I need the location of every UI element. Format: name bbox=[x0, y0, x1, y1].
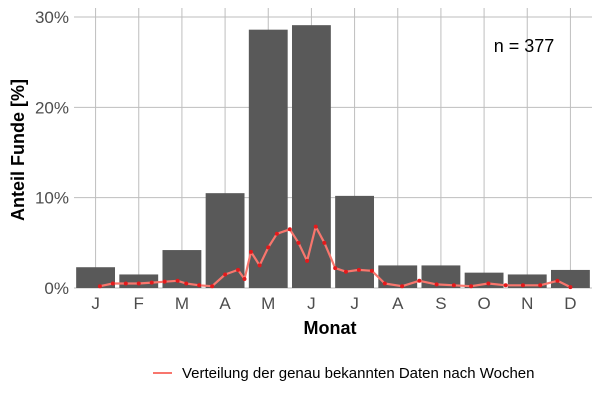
weekly-point bbox=[184, 281, 189, 286]
bar-f-2 bbox=[119, 274, 159, 288]
bars-group bbox=[76, 25, 590, 289]
weekly-point bbox=[451, 283, 456, 288]
weekly-distribution-layer bbox=[97, 224, 573, 290]
weekly-point bbox=[305, 258, 310, 263]
weekly-point bbox=[236, 267, 241, 272]
legend-label: Verteilung der genau bekannten Daten nac… bbox=[182, 365, 535, 382]
weekly-point bbox=[149, 280, 154, 285]
y-tick-label: 30% bbox=[35, 8, 69, 27]
bar-j-6 bbox=[291, 25, 331, 289]
bar-a-8 bbox=[378, 265, 418, 288]
y-axis-title: Anteil Funde [%] bbox=[8, 79, 28, 221]
weekly-point bbox=[296, 240, 301, 245]
y-tick-label: 20% bbox=[35, 98, 69, 117]
x-tick-label: J bbox=[91, 294, 100, 313]
weekly-point bbox=[538, 283, 543, 288]
x-tick-label: O bbox=[477, 294, 490, 313]
weekly-point bbox=[469, 284, 474, 289]
weekly-point bbox=[123, 281, 128, 286]
x-tick-label: F bbox=[134, 294, 144, 313]
weekly-point bbox=[274, 231, 279, 236]
weekly-point bbox=[417, 278, 422, 283]
legend: Verteilung der genau bekannten Daten nac… bbox=[153, 365, 535, 382]
x-tick-label: N bbox=[521, 294, 533, 313]
weekly-point bbox=[322, 240, 327, 245]
bar-m-5 bbox=[248, 29, 288, 288]
x-tick-label: J bbox=[307, 294, 316, 313]
weekly-point bbox=[503, 283, 508, 288]
weekly-point bbox=[257, 263, 262, 268]
x-tick-label: J bbox=[350, 294, 359, 313]
weekly-point bbox=[568, 285, 573, 290]
weekly-point bbox=[520, 283, 525, 288]
weekly-point bbox=[434, 282, 439, 287]
x-axis-title: Monat bbox=[304, 318, 357, 338]
x-tick-label: A bbox=[219, 294, 231, 313]
weekly-point bbox=[382, 281, 387, 286]
x-tick-label: S bbox=[435, 294, 446, 313]
weekly-point bbox=[343, 269, 348, 274]
bar-j-1 bbox=[76, 267, 116, 288]
weekly-point bbox=[333, 266, 338, 271]
weekly-point bbox=[313, 224, 318, 229]
weekly-point bbox=[369, 268, 374, 273]
weekly-point bbox=[287, 227, 292, 232]
x-tick-label: D bbox=[564, 294, 576, 313]
bar-a-4 bbox=[205, 193, 245, 288]
weekly-point bbox=[197, 283, 202, 288]
weekly-point bbox=[242, 276, 247, 281]
weekly-point bbox=[210, 284, 215, 289]
weekly-point bbox=[110, 281, 115, 286]
weekly-point bbox=[486, 281, 491, 286]
weekly-point bbox=[555, 278, 560, 283]
x-tick-label: A bbox=[392, 294, 404, 313]
weekly-point bbox=[266, 245, 271, 250]
weekly-point bbox=[175, 278, 180, 283]
weekly-point bbox=[356, 267, 361, 272]
y-tick-labels: 0% 10% 20% 30% bbox=[35, 8, 69, 298]
y-tick-label: 10% bbox=[35, 189, 69, 208]
weekly-point bbox=[400, 284, 405, 289]
weekly-point bbox=[97, 284, 102, 289]
weekly-point bbox=[162, 279, 167, 284]
weekly-point bbox=[223, 272, 228, 277]
x-tick-label: M bbox=[175, 294, 189, 313]
grid-lines bbox=[74, 8, 592, 289]
x-tick-label: M bbox=[261, 294, 275, 313]
sample-size-annotation: n = 377 bbox=[494, 36, 555, 56]
bar-j-7 bbox=[335, 195, 375, 288]
y-tick-label: 0% bbox=[44, 279, 69, 298]
weekly-point bbox=[248, 249, 253, 254]
weekly-point bbox=[136, 281, 141, 286]
